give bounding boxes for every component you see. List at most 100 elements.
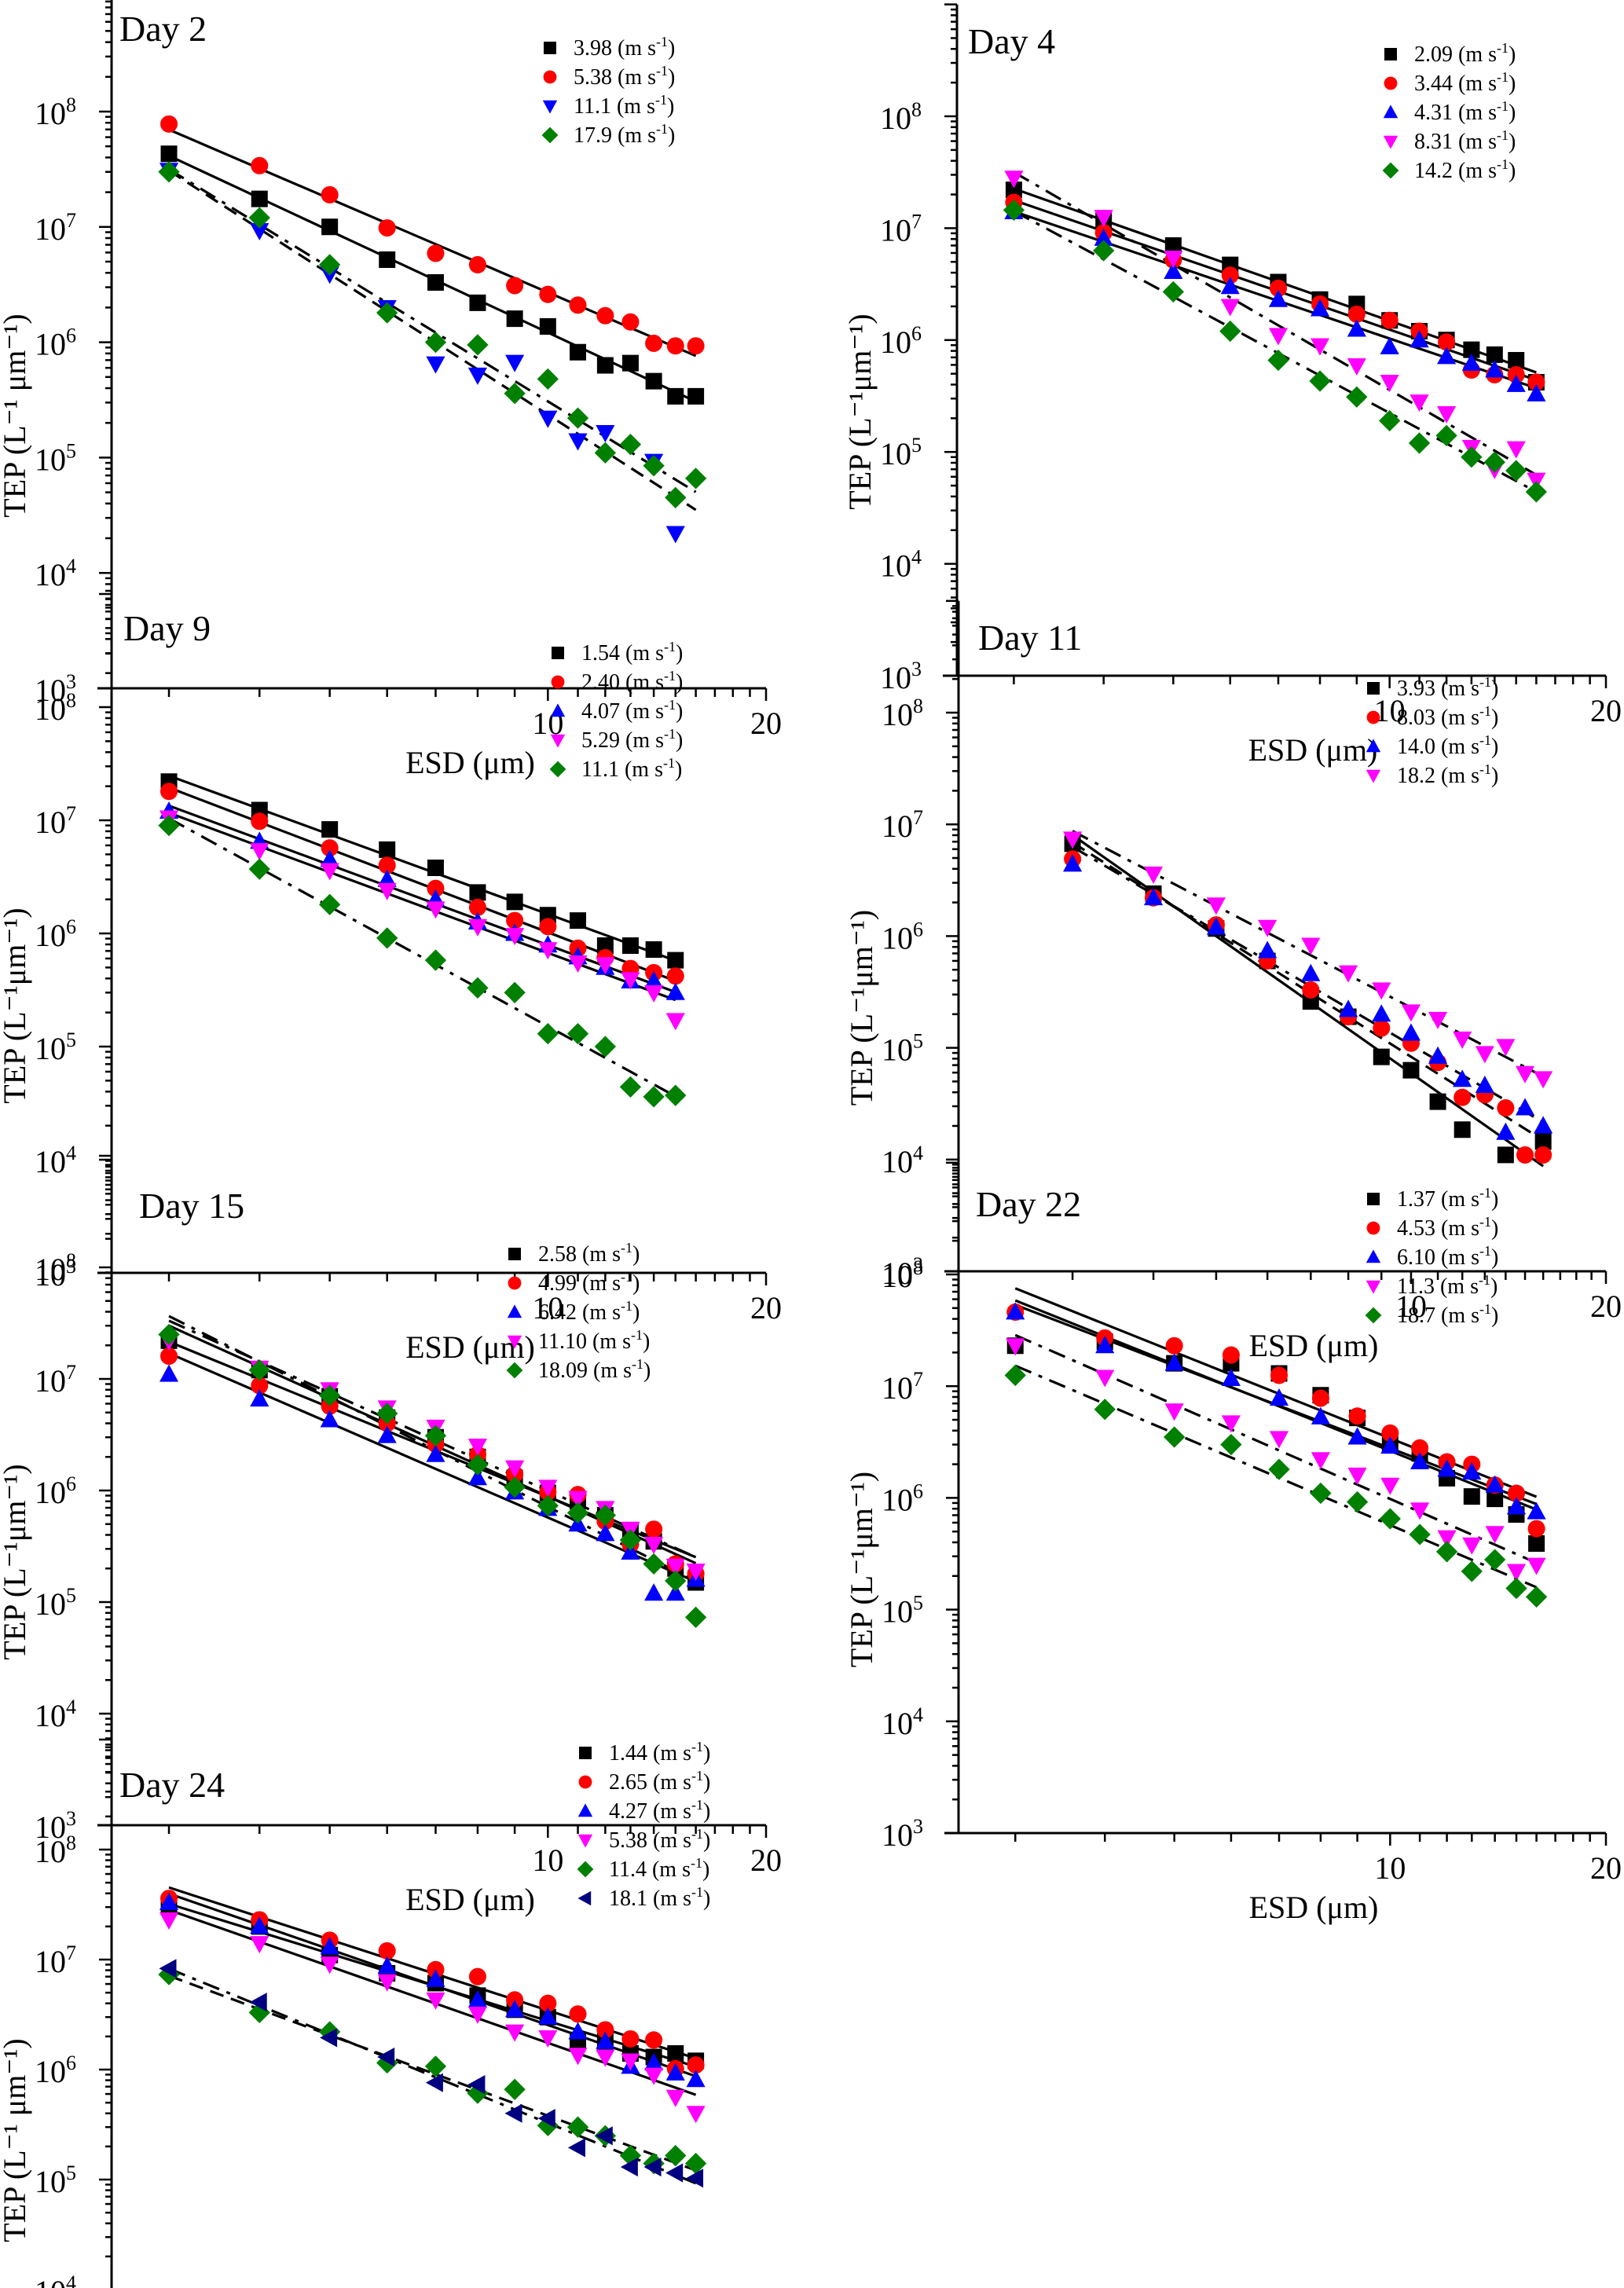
data-point bbox=[1206, 917, 1226, 935]
legend-label: 1.44 (m s-1) bbox=[609, 1739, 710, 1766]
panel-title: Day 11 bbox=[978, 618, 1082, 658]
data-point bbox=[506, 310, 523, 328]
data-point bbox=[1508, 351, 1525, 368]
data-point bbox=[1435, 424, 1457, 447]
data-point bbox=[1438, 333, 1456, 351]
legend-marker bbox=[507, 1335, 522, 1349]
data-point bbox=[1461, 446, 1483, 468]
x-axis-title: ESD (μm) bbox=[405, 1329, 535, 1365]
data-point bbox=[1372, 982, 1391, 1000]
data-point bbox=[1454, 1088, 1472, 1106]
data-point bbox=[666, 337, 684, 355]
data-point bbox=[665, 1084, 687, 1106]
panel-title: Day 24 bbox=[119, 1765, 225, 1805]
data-point bbox=[1379, 409, 1401, 432]
data-point bbox=[1486, 346, 1503, 363]
data-point bbox=[506, 911, 524, 930]
y-tick-label: 108 bbox=[882, 695, 923, 732]
data-point bbox=[1484, 1549, 1506, 1571]
data-point bbox=[596, 306, 614, 324]
data-point bbox=[1527, 1502, 1546, 1520]
legend-marker bbox=[506, 1362, 523, 1379]
data-point bbox=[159, 1959, 177, 1978]
data-point bbox=[1506, 441, 1526, 459]
y-tick-label: 106 bbox=[35, 2052, 76, 2089]
fit-line bbox=[168, 1967, 697, 2185]
data-point bbox=[467, 367, 488, 385]
series-2 bbox=[159, 163, 685, 544]
legend-marker bbox=[578, 1775, 592, 1789]
data-point bbox=[1164, 251, 1183, 269]
data-point bbox=[619, 434, 642, 456]
series-2 bbox=[159, 1364, 706, 1601]
data-point bbox=[250, 1936, 269, 1954]
data-point bbox=[568, 2048, 588, 2066]
data-point bbox=[1487, 1490, 1504, 1508]
data-point bbox=[506, 277, 524, 295]
data-point bbox=[1461, 1560, 1483, 1582]
data-point bbox=[1410, 1451, 1430, 1470]
data-point bbox=[1401, 1023, 1421, 1041]
legend: 1.37 (m s-1)4.53 (m s-1)6.10 (m s-1)11.3… bbox=[1365, 1185, 1498, 1328]
data-point bbox=[596, 1524, 615, 1542]
data-point bbox=[686, 2106, 706, 2124]
data-point bbox=[568, 2022, 588, 2040]
legend: 1.54 (m s-1)2.40 (m s-1)4.07 (m s-1)5.29… bbox=[549, 639, 683, 782]
legend-label: 4.31 (m s-1) bbox=[1414, 98, 1516, 125]
data-point bbox=[320, 2028, 338, 2048]
legend-marker bbox=[550, 734, 566, 748]
data-point bbox=[684, 468, 707, 490]
chart-day-11: 103 104 105 106 107 108 10 20 ESD (μm) TEP (L⁻¹μm… bbox=[844, 600, 1622, 1363]
data-point bbox=[644, 984, 664, 1003]
data-point bbox=[1093, 240, 1115, 262]
data-point bbox=[468, 1967, 486, 1986]
data-point bbox=[686, 1563, 706, 1582]
y-tick-label: 107 bbox=[882, 1368, 923, 1406]
data-point bbox=[1454, 1121, 1471, 1138]
legend: 2.58 (m s-1)4.99 (m s-1)6.42 (m s-1)11.1… bbox=[506, 1240, 651, 1383]
data-point bbox=[619, 1076, 642, 1098]
data-point bbox=[569, 2005, 587, 2023]
y-tick-label: 107 bbox=[35, 802, 76, 840]
data-point bbox=[596, 357, 614, 374]
data-point bbox=[1496, 1122, 1516, 1140]
panel-title: Day 15 bbox=[139, 1186, 244, 1226]
data-point bbox=[686, 2070, 706, 2088]
data-point bbox=[377, 1956, 397, 1974]
y-tick-label: 105 bbox=[880, 434, 922, 471]
legend-marker bbox=[542, 100, 558, 114]
data-point bbox=[1380, 336, 1399, 354]
x-axis-title: ESD (μm) bbox=[1248, 732, 1378, 768]
legend-label: 2.40 (m s-1) bbox=[581, 668, 683, 695]
legend-label: 11.1 (m s-1) bbox=[574, 92, 674, 119]
data-point bbox=[468, 898, 486, 916]
data-point bbox=[1347, 319, 1366, 337]
data-point bbox=[645, 334, 663, 352]
y-axis-title: TEP (L⁻¹μm⁻¹) bbox=[0, 1464, 32, 1659]
data-point bbox=[425, 2073, 443, 2092]
data-point bbox=[621, 1542, 640, 1560]
data-point bbox=[1309, 370, 1331, 392]
x-tick-label: 20 bbox=[1590, 693, 1622, 728]
data-point bbox=[1527, 1520, 1545, 1538]
data-point bbox=[1311, 1452, 1330, 1470]
chart-day-9: 103 104 105 106 107 108 10 20 ESD (μm) TEP (L⁻¹μm… bbox=[0, 592, 782, 1365]
data-point bbox=[665, 526, 685, 544]
legend-marker bbox=[550, 703, 566, 717]
data-point bbox=[321, 218, 339, 236]
legend-label: 4.99 (m s-1) bbox=[538, 1269, 640, 1296]
data-point bbox=[1221, 1415, 1241, 1433]
fit-line bbox=[168, 1351, 697, 1583]
data-point bbox=[160, 115, 178, 133]
data-point bbox=[1258, 919, 1278, 937]
panel-day-24: 103 104 105 106 107 108 10 20 ESD (μm) TEP (L⁻¹ μ… bbox=[0, 1709, 817, 2288]
data-point bbox=[378, 856, 396, 874]
data-point bbox=[1401, 1004, 1421, 1022]
data-point bbox=[319, 254, 341, 276]
series-0 bbox=[160, 145, 705, 405]
data-point bbox=[1483, 451, 1505, 473]
chart-day-15: 103 104 105 106 107 108 10 20 ESD (μm) TEP (L⁻¹μm… bbox=[0, 1154, 782, 1917]
data-point bbox=[687, 2056, 705, 2074]
y-tick-label: 103 bbox=[880, 658, 922, 695]
